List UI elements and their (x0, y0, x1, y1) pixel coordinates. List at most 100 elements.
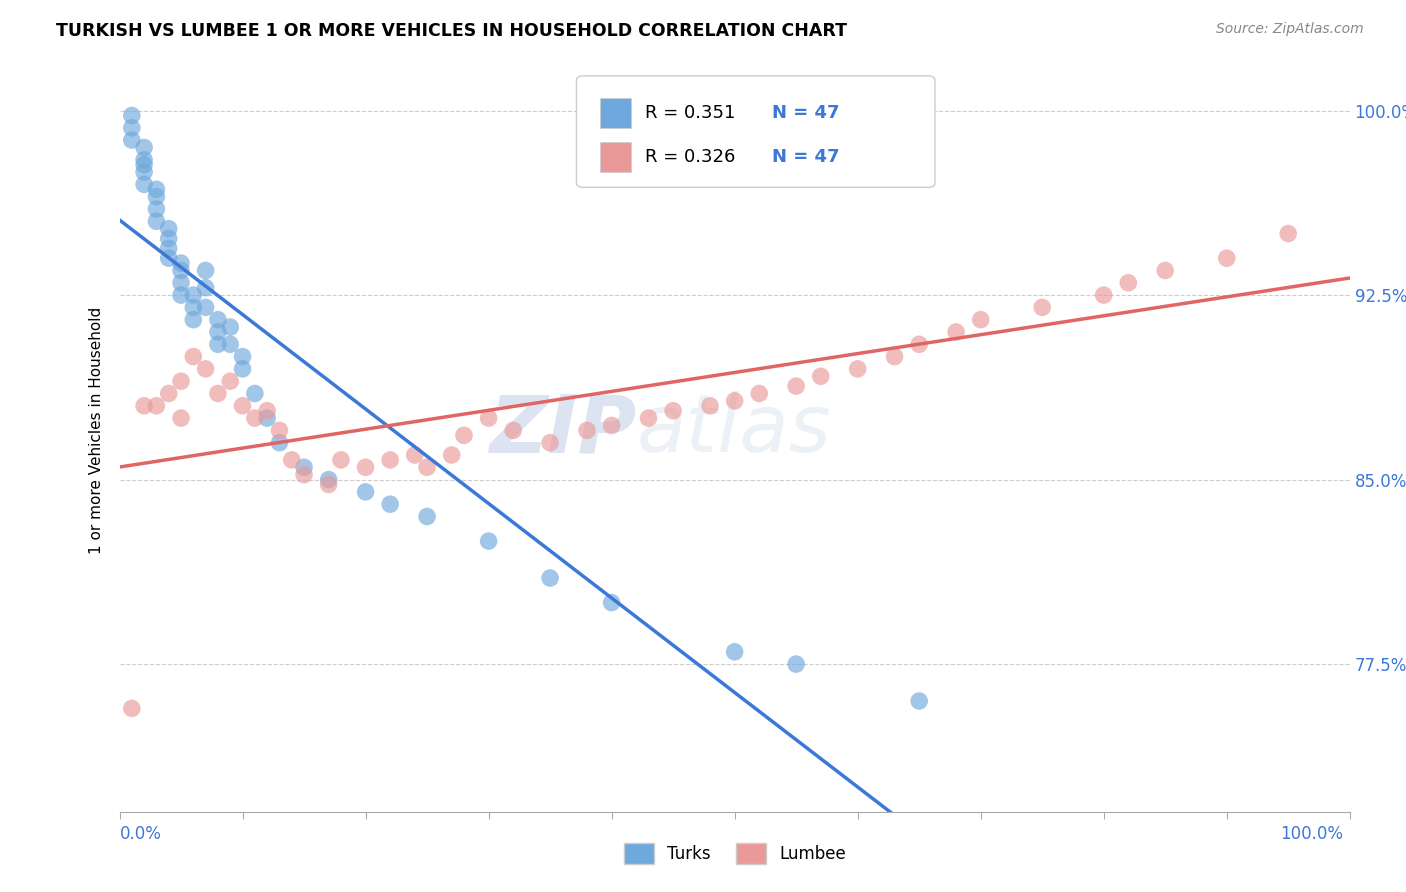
Point (538, 435, 561, 450)
Text: TURKISH VS LUMBEE 1 OR MORE VEHICLES IN HOUSEHOLD CORRELATION CHART: TURKISH VS LUMBEE 1 OR MORE VEHICLES IN … (56, 22, 848, 40)
Point (1092, 288, 1115, 302)
Point (219, 320, 242, 334)
Point (207, 325, 229, 339)
Point (231, 350, 254, 364)
Point (231, 362, 254, 376)
Point (157, 241, 180, 255)
Point (256, 411, 278, 425)
Point (945, 325, 967, 339)
Point (318, 473, 340, 487)
Point (183, 312, 205, 326)
Point (145, 202, 167, 216)
Point (600, 418, 623, 433)
Point (600, 596, 623, 610)
Point (145, 214, 167, 228)
Text: N = 47: N = 47 (772, 148, 839, 166)
Point (170, 256, 193, 270)
Text: ZIP: ZIP (489, 392, 636, 469)
Text: R = 0.351: R = 0.351 (645, 104, 735, 122)
Point (183, 288, 205, 302)
Point (416, 460, 439, 475)
Point (121, 108, 143, 122)
Legend: Turks, Lumbee: Turks, Lumbee (616, 835, 853, 872)
Point (810, 369, 832, 384)
Point (785, 657, 807, 672)
Point (121, 120, 143, 135)
Point (256, 403, 278, 417)
Point (1118, 276, 1140, 290)
Point (132, 165, 156, 179)
Point (380, 453, 402, 467)
Point (748, 386, 770, 401)
Text: 0.0%: 0.0% (120, 825, 162, 843)
Point (723, 393, 745, 408)
Point (440, 448, 463, 462)
Text: atlas: atlas (636, 392, 831, 469)
Point (194, 362, 217, 376)
Point (243, 386, 266, 401)
Point (145, 182, 167, 196)
Point (1031, 301, 1053, 315)
Point (453, 428, 475, 442)
Point (194, 281, 217, 295)
Point (269, 435, 291, 450)
Point (846, 362, 869, 376)
Point (269, 423, 291, 437)
Point (170, 411, 193, 425)
Point (207, 312, 229, 326)
Point (207, 337, 229, 351)
Point (121, 133, 143, 147)
Point (1154, 263, 1177, 277)
Text: N = 47: N = 47 (772, 104, 839, 122)
Point (231, 399, 254, 413)
Point (538, 571, 561, 585)
Point (416, 509, 439, 524)
Point (132, 178, 156, 192)
Point (1216, 251, 1239, 265)
Point (170, 276, 193, 290)
Point (132, 140, 156, 154)
Point (404, 448, 426, 462)
Point (662, 403, 685, 417)
Point (477, 534, 501, 549)
Point (170, 263, 193, 277)
Point (170, 374, 193, 388)
Point (354, 460, 377, 475)
Point (145, 399, 167, 413)
Point (132, 153, 156, 167)
Point (502, 423, 524, 437)
Point (292, 467, 315, 482)
Point (292, 460, 315, 475)
Y-axis label: 1 or more Vehicles in Household: 1 or more Vehicles in Household (89, 307, 104, 554)
Point (219, 374, 242, 388)
Point (576, 423, 599, 437)
Text: R = 0.326: R = 0.326 (645, 148, 735, 166)
Point (194, 263, 217, 277)
Text: Source: ZipAtlas.com: Source: ZipAtlas.com (1216, 22, 1364, 37)
Point (243, 411, 266, 425)
Point (194, 301, 217, 315)
Point (477, 411, 501, 425)
Point (121, 701, 143, 715)
Point (170, 288, 193, 302)
Point (354, 484, 377, 499)
Point (183, 350, 205, 364)
Point (281, 453, 304, 467)
Point (132, 399, 156, 413)
Point (723, 645, 745, 659)
Point (883, 350, 905, 364)
Point (637, 411, 659, 425)
Point (207, 386, 229, 401)
Point (145, 189, 167, 203)
Point (318, 477, 340, 491)
Point (183, 301, 205, 315)
Point (699, 399, 721, 413)
Point (785, 379, 807, 393)
Point (908, 694, 931, 708)
Point (157, 386, 180, 401)
Point (970, 312, 993, 326)
Point (132, 158, 156, 172)
Point (908, 337, 931, 351)
Point (157, 221, 180, 235)
Point (329, 453, 352, 467)
